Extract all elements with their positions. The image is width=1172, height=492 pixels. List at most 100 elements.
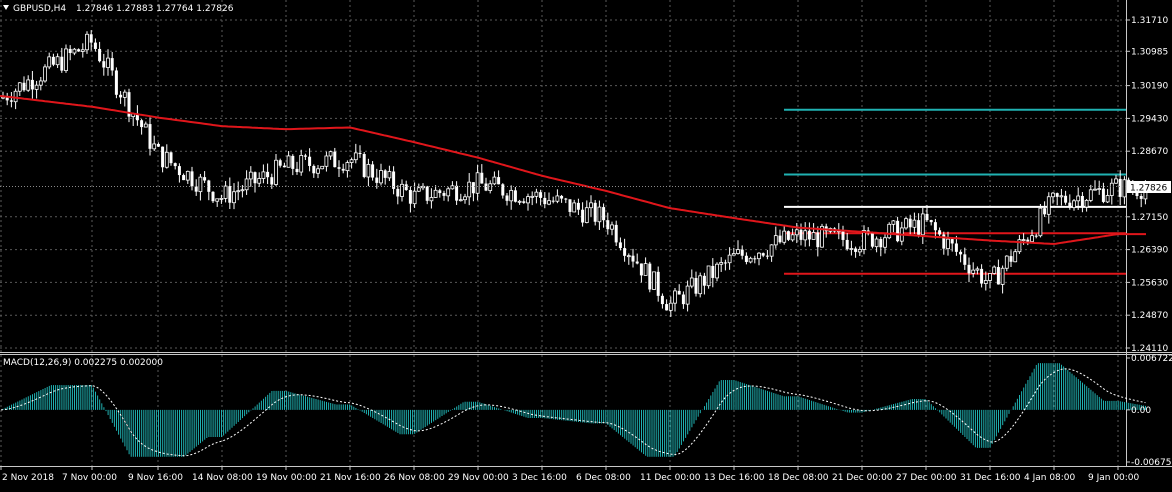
candle-bull: [106, 57, 110, 68]
candle-bear: [341, 168, 345, 171]
candle-bear: [761, 253, 765, 256]
candle-bull: [72, 48, 77, 54]
candle-bull: [530, 195, 535, 198]
candle-bear: [282, 165, 286, 168]
candle-bull: [887, 223, 892, 239]
candle-bull: [904, 218, 908, 229]
candle-bull: [55, 56, 60, 66]
triangle-down-icon[interactable]: [3, 5, 9, 10]
time-tick-label: 27 Dec 00:00: [896, 473, 957, 483]
candle-bear: [539, 192, 543, 198]
time-tick-label: 3 Dec 16:00: [512, 473, 567, 483]
candle-bull: [198, 176, 203, 193]
candle-bear: [576, 202, 580, 210]
candle-bear: [581, 209, 585, 223]
candle-bear: [639, 263, 643, 276]
candle-bull: [232, 191, 236, 204]
candle-bull: [1114, 178, 1118, 184]
candle-bear: [959, 251, 963, 255]
candle-bull: [1000, 267, 1005, 285]
candle-bear: [744, 255, 748, 262]
candle-bull: [971, 269, 976, 274]
candle-bull: [589, 202, 593, 209]
candle-bull: [236, 190, 241, 193]
candle-bear: [967, 264, 971, 274]
candle-bear: [1034, 235, 1038, 237]
candle-bear: [799, 229, 803, 240]
candle-bear: [656, 271, 660, 296]
candle-bear: [194, 186, 198, 192]
candle-bear: [396, 188, 400, 197]
candle-bear: [841, 230, 845, 240]
candle-bull: [458, 199, 463, 202]
candle-bear: [568, 199, 572, 212]
candle-bear: [455, 185, 459, 201]
candle-bull: [685, 285, 690, 305]
candle-bear: [207, 180, 211, 192]
candle-bear: [925, 213, 929, 221]
candle-bull: [773, 235, 778, 246]
candle-bear: [623, 248, 627, 256]
candle-bull: [715, 263, 719, 279]
candle-bear: [702, 275, 706, 286]
ohlc-values: 1.27846 1.27883 1.27764 1.27826: [76, 4, 234, 14]
candle-bear: [681, 294, 685, 305]
candle-bull: [891, 220, 896, 225]
candle-bull: [274, 159, 278, 185]
price-axis[interactable]: 1.31710 1.30985 1.30190 1.29430 1.28670 1.271…: [1126, 16, 1168, 354]
price-tick-label: 1.24870: [1131, 311, 1168, 321]
candle-bear: [1139, 196, 1143, 199]
candle-bear: [161, 146, 165, 168]
candle-bull: [400, 183, 404, 197]
candle-bear: [127, 92, 131, 117]
time-tick-label: 21 Nov 16:00: [320, 473, 381, 483]
candle-bull: [450, 185, 455, 190]
candle-bear: [98, 48, 102, 62]
candle-bear: [845, 239, 849, 250]
candle-bear: [337, 167, 341, 169]
candle-bull: [122, 91, 127, 98]
candle-bear: [408, 190, 412, 204]
candle-bull: [626, 255, 631, 258]
candle-bull: [64, 48, 68, 72]
candle-bull: [219, 198, 224, 200]
price-tick-label: 1.30985: [1131, 47, 1168, 57]
candle-bear: [1101, 188, 1105, 202]
candle-bull: [1097, 188, 1102, 190]
candle-bear: [110, 58, 114, 71]
time-axis[interactable]: 2 Nov 2018 7 Nov 00:00 9 Nov 16:00 14 Nov 0…: [0, 466, 1140, 483]
time-tick-label: 21 Dec 00:00: [832, 473, 893, 483]
candle-bull: [412, 190, 417, 205]
candle-bull: [790, 234, 795, 241]
candle-bear: [1009, 256, 1013, 262]
candle-bull: [526, 196, 530, 204]
candle-bear: [602, 207, 606, 221]
candle-bull: [509, 189, 514, 202]
candle-bear: [980, 268, 984, 284]
candle-bull: [572, 202, 577, 213]
candle-bull: [673, 290, 677, 304]
candle-bull: [85, 33, 89, 51]
candle-bear: [505, 195, 509, 201]
time-tick-label: 2 Nov 2018: [2, 473, 54, 483]
candle-bull: [215, 198, 220, 202]
moving-average-line: [0, 95, 1146, 245]
candle-bull: [261, 171, 266, 179]
candle-bull: [689, 277, 694, 287]
candle-bear: [182, 175, 186, 181]
candle-bear: [879, 239, 883, 248]
candle-bear: [854, 248, 858, 252]
candle-bear: [501, 184, 505, 196]
candle-bull: [988, 273, 992, 281]
candle-bull: [47, 56, 52, 68]
candle-bear: [5, 97, 9, 101]
candle-bull: [463, 196, 467, 201]
price-tick-label: 1.29430: [1131, 114, 1168, 124]
candle-bull: [143, 123, 148, 128]
candle-bull: [1093, 188, 1097, 191]
candle-bull: [1021, 239, 1026, 242]
candle-bear: [543, 197, 547, 205]
candle-bull: [584, 207, 589, 223]
candle-bull: [467, 181, 472, 198]
